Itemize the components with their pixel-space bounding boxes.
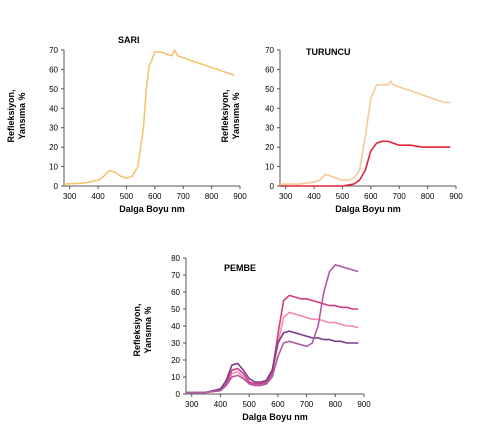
x-tick-label: 500 <box>242 400 256 409</box>
y-tick-label: 10 <box>49 163 58 172</box>
panel-title: SARI <box>118 35 140 45</box>
y-tick-label: 0 <box>270 182 275 191</box>
x-tick-label: 600 <box>148 192 162 201</box>
y-tick-label: 20 <box>49 143 58 152</box>
y-tick-label: 20 <box>265 143 274 152</box>
y-tick-label: 30 <box>171 339 180 348</box>
y-tick-label: 70 <box>171 271 180 280</box>
y-axis-title: Refleksiyon,Yansıma % <box>220 89 241 142</box>
x-tick-label: 400 <box>307 192 321 201</box>
x-tick-label: 800 <box>329 400 343 409</box>
x-tick-label: 800 <box>421 192 435 201</box>
y-tick-label: 10 <box>171 373 180 382</box>
x-tick-label: 400 <box>214 400 228 409</box>
y-tick-label: 40 <box>49 104 58 113</box>
y-tick-label: 0 <box>176 390 181 399</box>
y-tick-label: 60 <box>49 65 58 74</box>
y-axis-title: Refleksiyon,Yansıma % <box>132 303 153 356</box>
y-tick-label: 50 <box>265 85 274 94</box>
y-tick-label: 10 <box>265 163 274 172</box>
y-tick-label: 40 <box>171 322 180 331</box>
series-line-2 <box>280 140 451 187</box>
chart-panel-2: 300 400 500 600 700 800 900 0 10 20 30 40 50 60 70 Dalg… <box>220 46 463 214</box>
x-tick-label: 700 <box>300 400 314 409</box>
x-tick-label: 600 <box>271 400 285 409</box>
y-axis-title-line: Yansıma % <box>17 92 27 139</box>
x-tick-label: 700 <box>393 192 407 201</box>
series-line-1 <box>63 49 235 185</box>
x-tick-label: 900 <box>233 192 247 201</box>
x-axis-title: Dalga Boyu nm <box>242 412 308 422</box>
panel-title: TURUNCU <box>306 47 351 57</box>
series-line-3 <box>186 330 359 394</box>
y-tick-label: 80 <box>171 254 180 263</box>
x-tick-label: 300 <box>63 192 77 201</box>
y-tick-label: 60 <box>171 288 180 297</box>
y-axis-title-line: Refleksiyon, <box>6 89 16 142</box>
x-tick-label: 500 <box>336 192 350 201</box>
y-axis-title-line: Refleksiyon, <box>220 89 230 142</box>
y-axis-title: Refleksiyon,Yansıma % <box>6 89 27 142</box>
series-line-1 <box>280 80 451 185</box>
x-tick-label: 500 <box>120 192 134 201</box>
y-tick-label: 30 <box>265 124 274 133</box>
y-tick-label: 60 <box>265 65 274 74</box>
y-tick-label: 70 <box>49 46 58 55</box>
y-tick-label: 50 <box>171 305 180 314</box>
y-axis-title-line: Yansıma % <box>231 92 241 139</box>
series-line-4 <box>186 264 359 394</box>
x-tick-label: 600 <box>364 192 378 201</box>
y-tick-label: 40 <box>265 104 274 113</box>
y-tick-label: 30 <box>49 124 58 133</box>
x-tick-label: 700 <box>177 192 191 201</box>
x-tick-label: 400 <box>91 192 105 201</box>
y-axis-title-line: Yansıma % <box>143 306 153 353</box>
x-axis-title: Dalga Boyu nm <box>119 204 185 214</box>
x-tick-label: 300 <box>185 400 199 409</box>
chart-panel-3: 300 400 500 600 700 800 900 0 10 20 30 40 50 60 70 80 Da… <box>132 254 371 422</box>
x-tick-label: 300 <box>279 192 293 201</box>
y-tick-label: 50 <box>49 85 58 94</box>
y-axis-title-line: Refleksiyon, <box>132 303 142 356</box>
y-tick-label: 70 <box>265 46 274 55</box>
series-line-1 <box>186 311 359 394</box>
x-axis-title: Dalga Boyu nm <box>335 204 401 214</box>
x-tick-label: 800 <box>205 192 219 201</box>
series-line-2 <box>186 294 359 394</box>
y-tick-label: 0 <box>54 182 59 191</box>
panel-title: PEMBE <box>224 263 256 273</box>
x-tick-label: 900 <box>449 192 463 201</box>
x-tick-label: 900 <box>357 400 371 409</box>
y-tick-label: 20 <box>171 356 180 365</box>
chart-panel-1: 300 400 500 600 700 800 900 0 10 20 30 40 50 60 70 Dalg… <box>6 35 247 214</box>
